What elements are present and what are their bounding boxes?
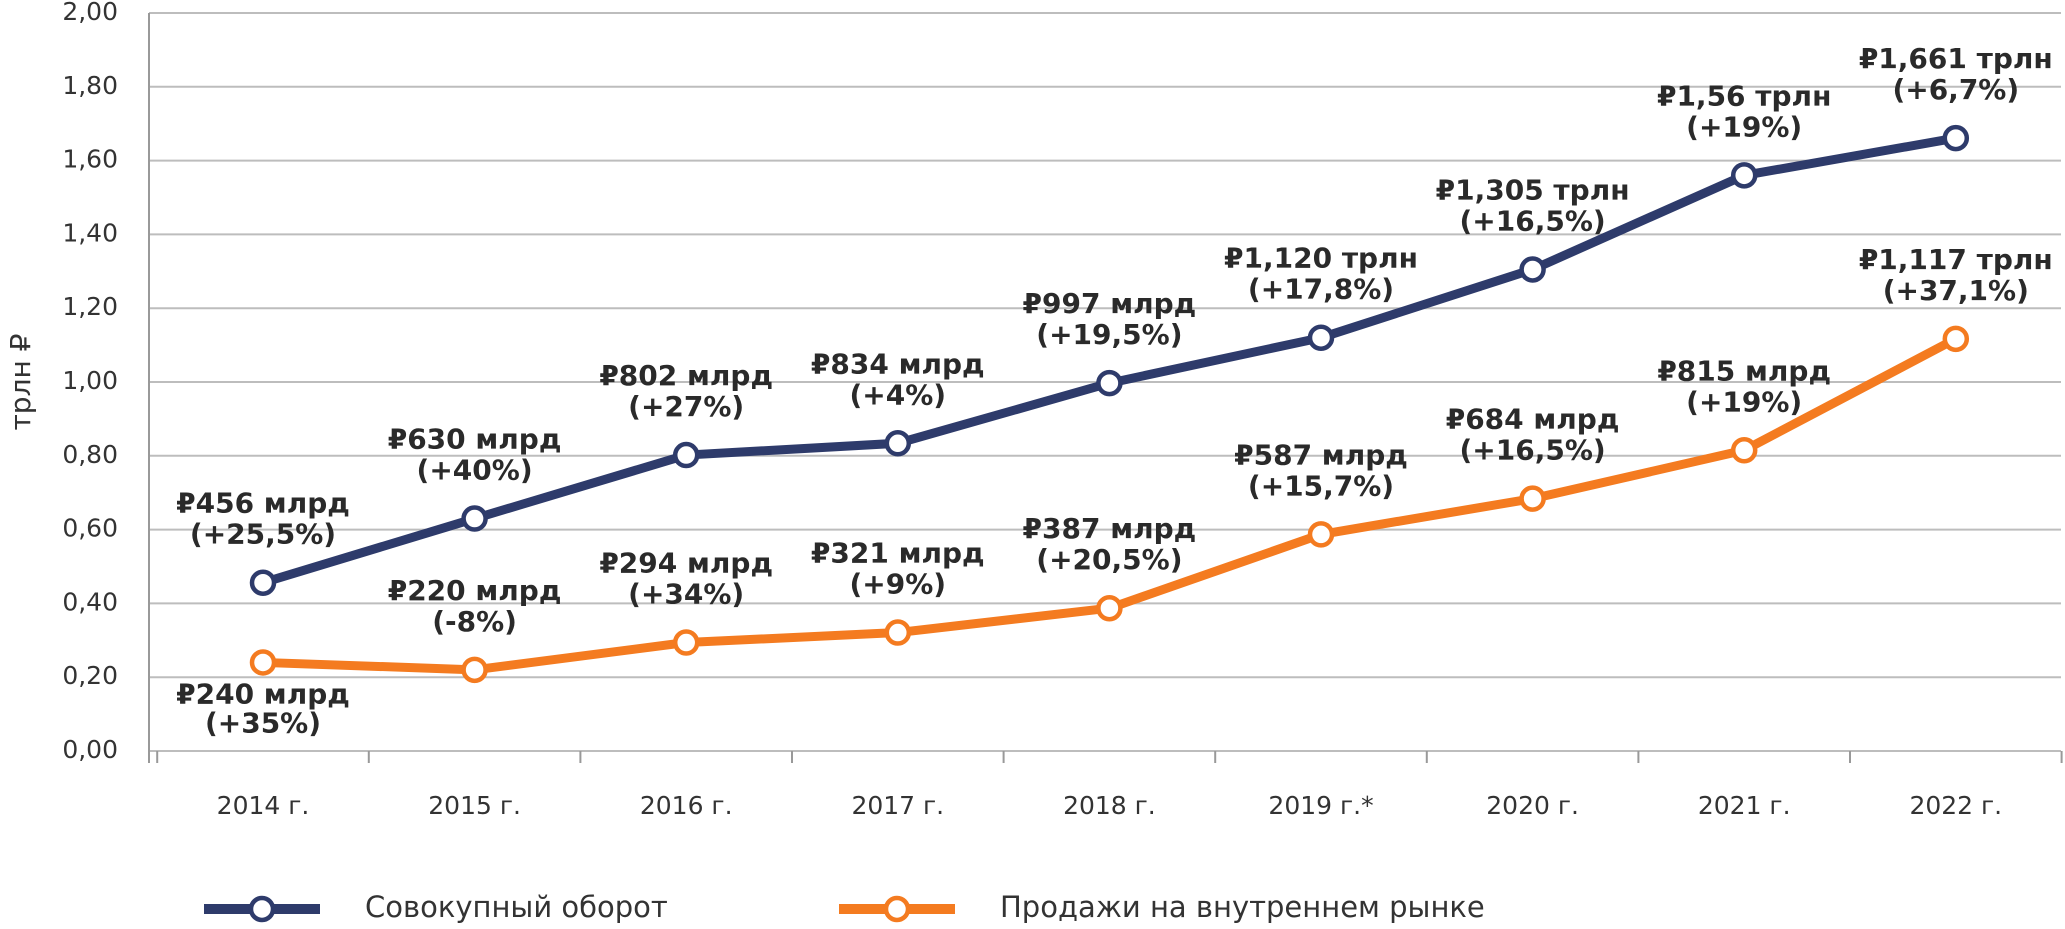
data-label: ₽997 млрд	[1023, 287, 1197, 320]
data-label: (+6,7%)	[1892, 73, 2019, 106]
y-tick-label: 2,00	[62, 0, 118, 26]
y-tick-label: 0,80	[62, 440, 118, 469]
data-label: (+19,5%)	[1036, 318, 1182, 351]
point	[249, 569, 277, 596]
x-tick-label: 2019 г.*	[1268, 791, 1373, 820]
point	[461, 505, 488, 532]
data-label: ₽321 млрд	[811, 537, 985, 570]
data-label: ₽630 млрд	[388, 423, 562, 456]
data-label: ₽240 млрд	[176, 677, 350, 710]
data-label: (+40%)	[417, 454, 533, 487]
point	[1307, 324, 1335, 351]
data-label: (+27%)	[628, 390, 744, 423]
data-label: (+16,5%)	[1459, 434, 1605, 467]
y-tick-label: 1,00	[62, 366, 118, 395]
data-label: ₽1,120 трлн	[1224, 242, 1418, 275]
data-label: ₽834 млрд	[811, 347, 985, 380]
data-label: (+35%)	[205, 706, 321, 739]
x-tick-label: 2014 г.	[217, 791, 310, 820]
data-label: ₽587 млрд	[1234, 438, 1408, 471]
point	[672, 441, 700, 469]
point	[1519, 485, 1546, 512]
point	[1096, 594, 1123, 622]
y-tick-label: 0,20	[62, 661, 118, 690]
y-tick-label: 1,60	[62, 145, 118, 174]
data-label: ₽1,117 трлн	[1859, 243, 2053, 276]
y-axis-label: трлн ₽	[4, 333, 37, 430]
point	[1730, 162, 1758, 189]
point	[1307, 521, 1335, 548]
point	[1730, 437, 1758, 464]
y-tick-label: 1,20	[62, 292, 118, 321]
data-label: ₽1,661 трлн	[1859, 42, 2053, 75]
data-label: (+9%)	[850, 568, 947, 601]
y-tick-label: 0,60	[62, 514, 118, 543]
data-label: (+25,5%)	[190, 518, 336, 551]
data-label: (+19%)	[1686, 385, 1802, 418]
point	[884, 619, 912, 646]
y-tick-label: 0,00	[62, 735, 118, 764]
x-tick-label: 2021 г.	[1698, 791, 1791, 820]
point	[1096, 369, 1123, 397]
data-label: (+34%)	[628, 578, 744, 611]
point	[672, 629, 700, 656]
data-label: ₽456 млрд	[176, 487, 350, 520]
legend-label: Совокупный оборот	[365, 890, 668, 924]
data-label: (+37,1%)	[1883, 274, 2029, 307]
y-tick-label: 1,80	[62, 71, 118, 100]
x-tick-label: 2016 г.	[640, 791, 733, 820]
point	[1519, 256, 1546, 283]
x-tick-label: 2018 г.	[1063, 791, 1156, 820]
data-label: ₽220 млрд	[388, 574, 562, 607]
data-label: ₽1,305 трлн	[1436, 173, 1630, 206]
data-label: (+17,8%)	[1248, 273, 1394, 306]
point	[249, 649, 277, 676]
data-label: ₽815 млрд	[1657, 354, 1831, 387]
x-tick-label: 2020 г.	[1486, 791, 1579, 820]
point	[461, 656, 488, 684]
data-label: ₽1,56 трлн	[1657, 79, 1831, 112]
data-label: (+20,5%)	[1036, 543, 1182, 576]
y-tick-label: 0,40	[62, 587, 118, 616]
y-tick-label: 1,40	[62, 218, 118, 247]
x-tick-label: 2022 г.	[1909, 791, 2002, 820]
legend-marker	[883, 895, 911, 923]
data-label: ₽802 млрд	[599, 359, 773, 392]
data-label: (+19%)	[1686, 110, 1802, 143]
data-label: (+16,5%)	[1459, 204, 1605, 237]
data-label: (-8%)	[432, 605, 517, 638]
x-tick-label: 2017 г.	[851, 791, 944, 820]
point	[1942, 124, 1970, 152]
data-label: ₽684 млрд	[1446, 403, 1620, 436]
data-label: (+15,7%)	[1248, 469, 1394, 502]
point	[884, 430, 912, 457]
data-label: ₽387 млрд	[1023, 512, 1197, 545]
x-tick-label: 2015 г.	[428, 791, 521, 820]
point	[1942, 325, 1970, 353]
legend-marker	[248, 895, 276, 923]
data-label: (+4%)	[850, 378, 947, 411]
data-label: ₽294 млрд	[599, 547, 773, 580]
legend-label: Продажи на внутреннем рынке	[1000, 890, 1485, 924]
